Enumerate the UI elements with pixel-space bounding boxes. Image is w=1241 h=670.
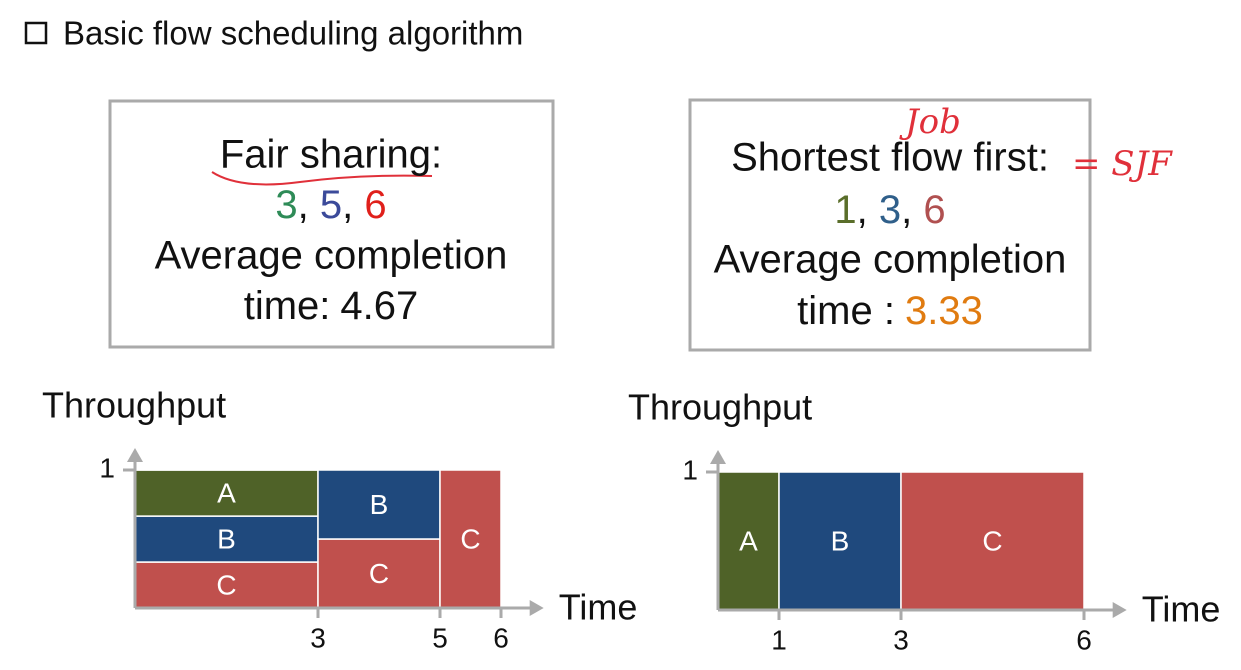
panel-box <box>108 99 555 349</box>
time-label: time: <box>244 284 331 328</box>
completion-time: 3 <box>879 188 901 232</box>
x-axis-label: Time <box>1142 589 1221 630</box>
slide-title: Basic flow scheduling algorithm <box>63 15 523 52</box>
y-tick-label: 1 <box>99 452 115 483</box>
segment-label: C <box>982 525 1002 556</box>
x-tick-label: 6 <box>493 622 509 653</box>
separator: , <box>901 188 923 232</box>
segment-label: A <box>739 525 758 556</box>
x-tick-label: 3 <box>893 624 909 655</box>
completion-time: 5 <box>320 183 342 227</box>
average-line: time :3.33 <box>797 289 983 333</box>
completion-time: 6 <box>364 183 386 227</box>
x-tick-label: 1 <box>771 624 787 655</box>
x-tick-label: 6 <box>1076 624 1092 655</box>
y-axis-label: Throughput <box>42 385 226 426</box>
panel-heading: Fair sharing: <box>220 133 442 177</box>
x-tick-label: 5 <box>432 622 448 653</box>
average-line: time: 4.67 <box>244 284 419 328</box>
segment-label: B <box>831 525 850 556</box>
completion-times: 3, 5, 6 <box>275 183 386 227</box>
y-tick-label: 1 <box>682 454 698 485</box>
segment-label: B <box>217 523 236 554</box>
flow-segment <box>900 471 1085 611</box>
completion-time: 6 <box>923 188 945 232</box>
x-tick-label: 3 <box>310 622 326 653</box>
average-value: 3.33 <box>905 289 983 333</box>
segment-label: C <box>369 558 389 589</box>
separator: , <box>857 188 879 232</box>
separator: , <box>298 183 320 227</box>
underline <box>211 171 433 186</box>
x-axis-label: Time <box>559 587 638 628</box>
annotation: Job <box>899 102 961 142</box>
segment-label: C <box>216 569 236 600</box>
y-axis-label: Throughput <box>628 387 812 428</box>
completion-time: 1 <box>834 188 856 232</box>
panel-box <box>688 98 1092 352</box>
x-axis-arrow <box>529 600 544 616</box>
average-label: Average completion <box>714 238 1067 282</box>
separator: , <box>342 183 364 227</box>
bullet-box <box>24 21 48 45</box>
flow-segment <box>778 471 902 611</box>
flow-segment <box>717 471 780 611</box>
flow-segment <box>317 469 441 540</box>
y-axis-arrow <box>127 448 143 462</box>
segment-label: B <box>370 489 389 520</box>
segment-label: C <box>460 523 480 554</box>
completion-times: 1, 3, 6 <box>834 188 945 232</box>
flow-segment <box>439 469 502 609</box>
flow-segment <box>317 538 441 609</box>
segment-label: A <box>217 478 236 509</box>
annotation: = SJF <box>1072 144 1173 184</box>
x-axis-arrow <box>1112 602 1127 618</box>
completion-time: 3 <box>275 183 297 227</box>
average-label: Average completion <box>155 234 508 278</box>
time-label: time : <box>797 289 895 333</box>
y-axis-arrow <box>710 450 726 464</box>
average-value: 4.67 <box>340 284 418 328</box>
panel-heading: Shortest flow first: <box>731 136 1049 180</box>
